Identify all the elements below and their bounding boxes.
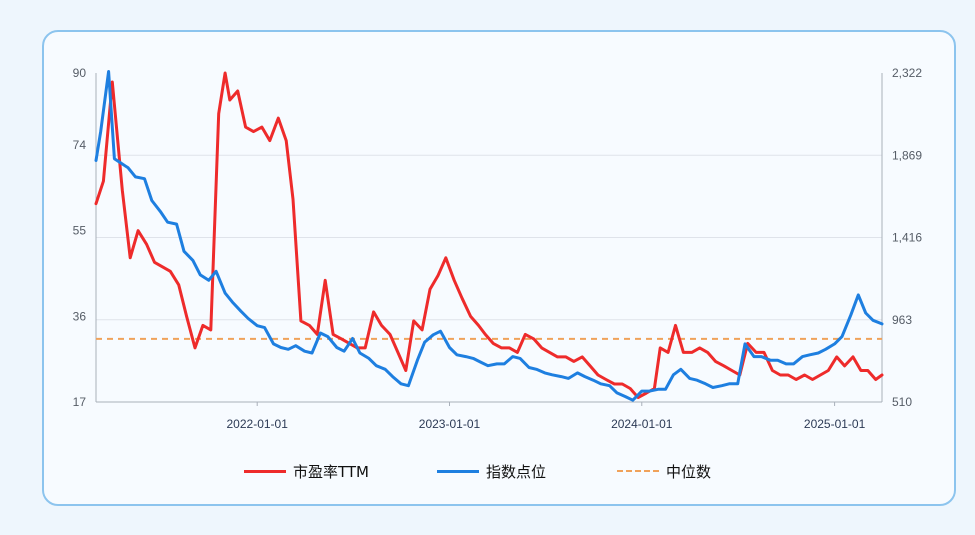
legend-item-index[interactable]: 指数点位 [437, 459, 546, 483]
index-level-line [94, 70, 884, 402]
chart-axes [95, 73, 883, 406]
y-left-tick-label: 74 [73, 138, 87, 152]
legend-label-pe: 市盈率TTM [293, 462, 370, 481]
y-right-tick-label: 963 [892, 313, 912, 327]
legend-item-pe[interactable]: 市盈率TTM [244, 459, 369, 483]
legend-item-median[interactable]: 中位数 [617, 459, 711, 483]
x-tick-label: 2024-01-01 [611, 417, 673, 431]
legend-swatch-index [437, 469, 479, 473]
y-left-tick-label: 90 [73, 66, 87, 80]
pe-ttm-line [94, 71, 884, 399]
x-tick-label: 2022-01-01 [227, 417, 289, 431]
y-left-tick-label: 17 [73, 395, 87, 409]
legend-swatch-median [617, 470, 659, 472]
y-right-tick-label: 2,322 [892, 66, 922, 80]
x-tick-label: 2025-01-01 [804, 417, 866, 431]
y-right-tick-label: 1,869 [892, 148, 922, 162]
chart-card [42, 30, 956, 506]
legend-swatch-pe [244, 469, 286, 473]
y-right-tick-label: 1,416 [892, 231, 922, 245]
tick-labels: 17 36 55 74 90 510 963 1,416 1,869 2,322 2022-01-0… [73, 66, 923, 431]
legend-label-index: 指数点位 [486, 462, 547, 481]
y-right-tick-label: 510 [892, 395, 912, 409]
grid-lines [96, 154, 882, 321]
series-lines [94, 70, 884, 402]
y-left-tick-label: 55 [73, 224, 87, 238]
y-left-tick-label: 36 [73, 309, 87, 323]
legend-label-median: 中位数 [666, 462, 712, 481]
legend: 市盈率TTM 指数点位 中位数 [0, 459, 975, 483]
x-tick-label: 2023-01-01 [419, 417, 481, 431]
